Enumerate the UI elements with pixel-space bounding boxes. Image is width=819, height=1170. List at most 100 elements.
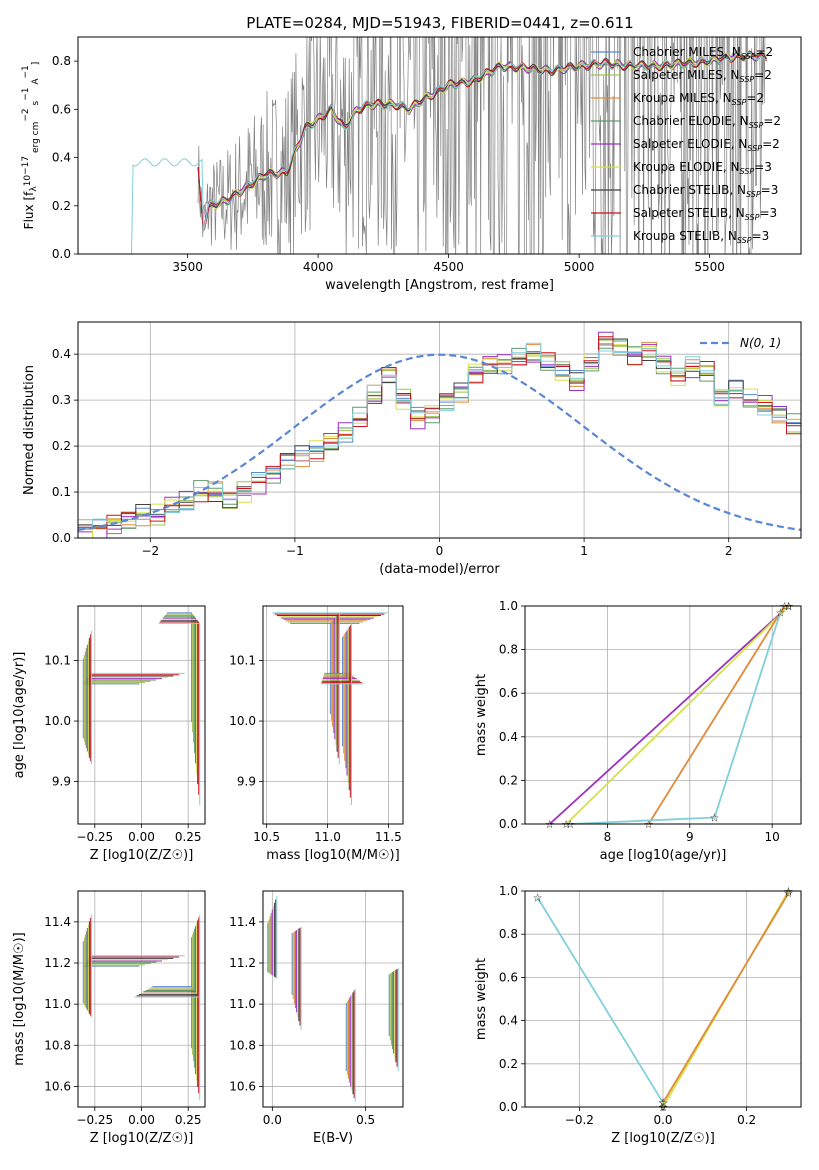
x-tick-label: 4000: [303, 260, 334, 274]
x-tick-label: 0: [436, 544, 444, 558]
y-axis-label: Flux [fλ10−17 erg cm−2 s−1 A−1]: [21, 62, 41, 230]
y-axis-label-part: −17: [21, 156, 31, 175]
y-tick-label: 0.8: [499, 643, 518, 657]
weight-marker: ☆: [710, 811, 720, 824]
histogram-step-5: [78, 336, 801, 538]
weight-vs-age-panel: 8 9 100.00.20.40.60.81.0☆☆☆☆☆☆☆☆☆age [log1…: [474, 599, 802, 863]
x-tick-label: 0.5: [356, 1113, 375, 1127]
legend-label-6: Chabrier STELIB, NSSP=3: [633, 183, 778, 199]
histogram-step-1: [78, 339, 801, 528]
x-tick-label: −0.25: [76, 830, 113, 844]
legend-label-4: Salpeter ELODIE, NSSP=2: [633, 137, 780, 153]
x-axis-label: wavelength [Angstrom, rest frame]: [325, 278, 554, 293]
x-axis-label: mass [log10(M/M☉)]: [266, 848, 399, 863]
legend-series-name: Kroupa STELIB, N: [633, 229, 737, 243]
legend-nssp-value: =3: [761, 183, 779, 197]
y-tick-label: 0.0: [52, 247, 71, 261]
y-tick-label: 10.0: [44, 714, 71, 728]
axes-frame: [77, 605, 206, 825]
legend-label-8: Kroupa STELIB, NSSP=3: [633, 229, 769, 245]
weight-marker: ☆: [775, 607, 785, 620]
weight-line-2: [647, 605, 786, 825]
y-tick-label: 0.4: [499, 730, 518, 744]
legend-subscript: SSP: [741, 52, 756, 61]
y-tick-label: 0.4: [499, 1014, 518, 1028]
legend-subscript: SSP: [740, 75, 755, 84]
axes-frame: [262, 890, 404, 1108]
y-axis-label-part: A: [31, 78, 41, 88]
x-tick-label: 8: [604, 830, 612, 844]
legend-nssp-value: =2: [755, 45, 773, 59]
legend-label-normal: N(0, 1): [740, 336, 781, 350]
x-axis-label: age [log10(age/yr)]: [600, 848, 727, 863]
legend-series-name: Salpeter STELIB, N: [633, 206, 745, 220]
weight-marker: ☆: [658, 1097, 668, 1110]
weight-line-3: [570, 612, 782, 825]
legend-nssp-value: =2: [754, 68, 772, 82]
legend-subscript: SSP: [737, 236, 752, 245]
y-tick-label: 10.8: [229, 1038, 256, 1052]
y-tick-label: 11.0: [44, 997, 71, 1011]
weight-marker: ☆: [784, 887, 794, 900]
y-tick-label: 11.4: [44, 915, 71, 929]
figure-title: PLATE=0284, MJD=51943, FIBERID=0441, z=0…: [246, 14, 633, 32]
x-tick-label: 4500: [433, 260, 464, 274]
x-tick-label: 0.2: [737, 1113, 756, 1127]
model-line-8: [131, 51, 767, 254]
x-tick-label: 5500: [694, 260, 725, 274]
x-tick-label: 9: [686, 830, 694, 844]
legend-nssp-value: =2: [763, 114, 781, 128]
model-line-6: [197, 51, 767, 230]
y-tick-label: 10.1: [44, 654, 71, 668]
x-axis-label: E(B-V): [313, 1131, 353, 1146]
y-tick-label: 0.8: [52, 54, 71, 68]
axes-frame: [77, 321, 802, 539]
x-tick-label: 5000: [564, 260, 595, 274]
legend-series-name: Chabrier MILES, N: [633, 45, 741, 59]
y-tick-label: 9.9: [237, 775, 256, 789]
y-axis-label: age [log10(age/yr)]: [12, 652, 27, 779]
legend-series-name: Salpeter MILES, N: [633, 68, 740, 82]
mass-vs-Z-panel: −0.25 0.00 0.25 10.6 10.8 11.0 11.2 11.4 Z [log1…: [12, 890, 206, 1146]
y-axis-label-part: Flux [f: [22, 191, 36, 229]
plots-group: 3500 4000 4500 5000 5500 0.0 0.2 0.4 0.6 0.8 wavel…: [12, 36, 802, 1146]
legend-subscript: SSP: [749, 121, 764, 130]
weight-marker: ☆: [658, 1097, 668, 1110]
x-tick-label: 11.5: [375, 830, 402, 844]
x-tick-label: 0.00: [128, 1113, 155, 1127]
weight-vs-Z-panel: −0.2 0.0 0.20.00.20.40.60.81.0 ☆☆☆☆☆☆☆Z [lo…: [474, 884, 802, 1146]
legend-nssp-value: =3: [754, 160, 772, 174]
legend-series-name: Chabrier ELODIE, N: [633, 114, 749, 128]
y-axis-label-part: s: [31, 100, 41, 108]
y-tick-label: 0.2: [499, 1057, 518, 1071]
y-tick-label: 0.0: [52, 531, 71, 545]
y-axis-label: Normed distribution: [22, 365, 37, 495]
y-axis-label: mass [log10(M/M☉)]: [12, 932, 27, 1065]
x-tick-label: 10: [765, 830, 780, 844]
y-tick-label: 10.8: [44, 1038, 71, 1052]
x-tick-label: 10.5: [253, 830, 280, 844]
residuals-panel: −2 −1 0 1 2 0.0 0.1 0.2 0.3 0.4 (data-model)/error…: [22, 321, 802, 577]
x-tick-label: 3500: [172, 260, 203, 274]
x-tick-label: 11.0: [314, 830, 341, 844]
legend-label-7: Salpeter STELIB, NSSP=3: [633, 206, 777, 222]
y-tick-label: 0.6: [52, 102, 71, 116]
legend-subscript: SSP: [740, 167, 755, 176]
legend-nssp-value: =2: [762, 137, 780, 151]
age-vs-mass-panel: 10.5 11.0 11.5 9.9 10.0 10.1 mass [log10(M/M☉)…: [229, 605, 404, 863]
weight-line-0: [549, 605, 790, 825]
legend-nssp-value: =3: [759, 206, 777, 220]
mass-vs-ebv-panel: 0.0 0.5 10.6 10.8 11.0 11.2 11.4 E(B-V): [229, 890, 404, 1146]
legend-series-name: Chabrier STELIB, N: [633, 183, 746, 197]
y-axis-label-part: −2: [21, 108, 31, 121]
x-axis-label: (data-model)/error: [379, 562, 500, 577]
x-tick-label: −0.2: [565, 1113, 594, 1127]
axes-frame: [77, 36, 802, 255]
y-tick-label: 1.0: [499, 599, 518, 613]
y-tick-label: 0.1: [52, 485, 71, 499]
x-tick-label: 0.0: [263, 1113, 282, 1127]
y-axis-label-part: −1: [21, 65, 31, 78]
legend-subscript: SSP: [732, 98, 747, 107]
y-axis-label-part: erg cm: [31, 122, 41, 156]
